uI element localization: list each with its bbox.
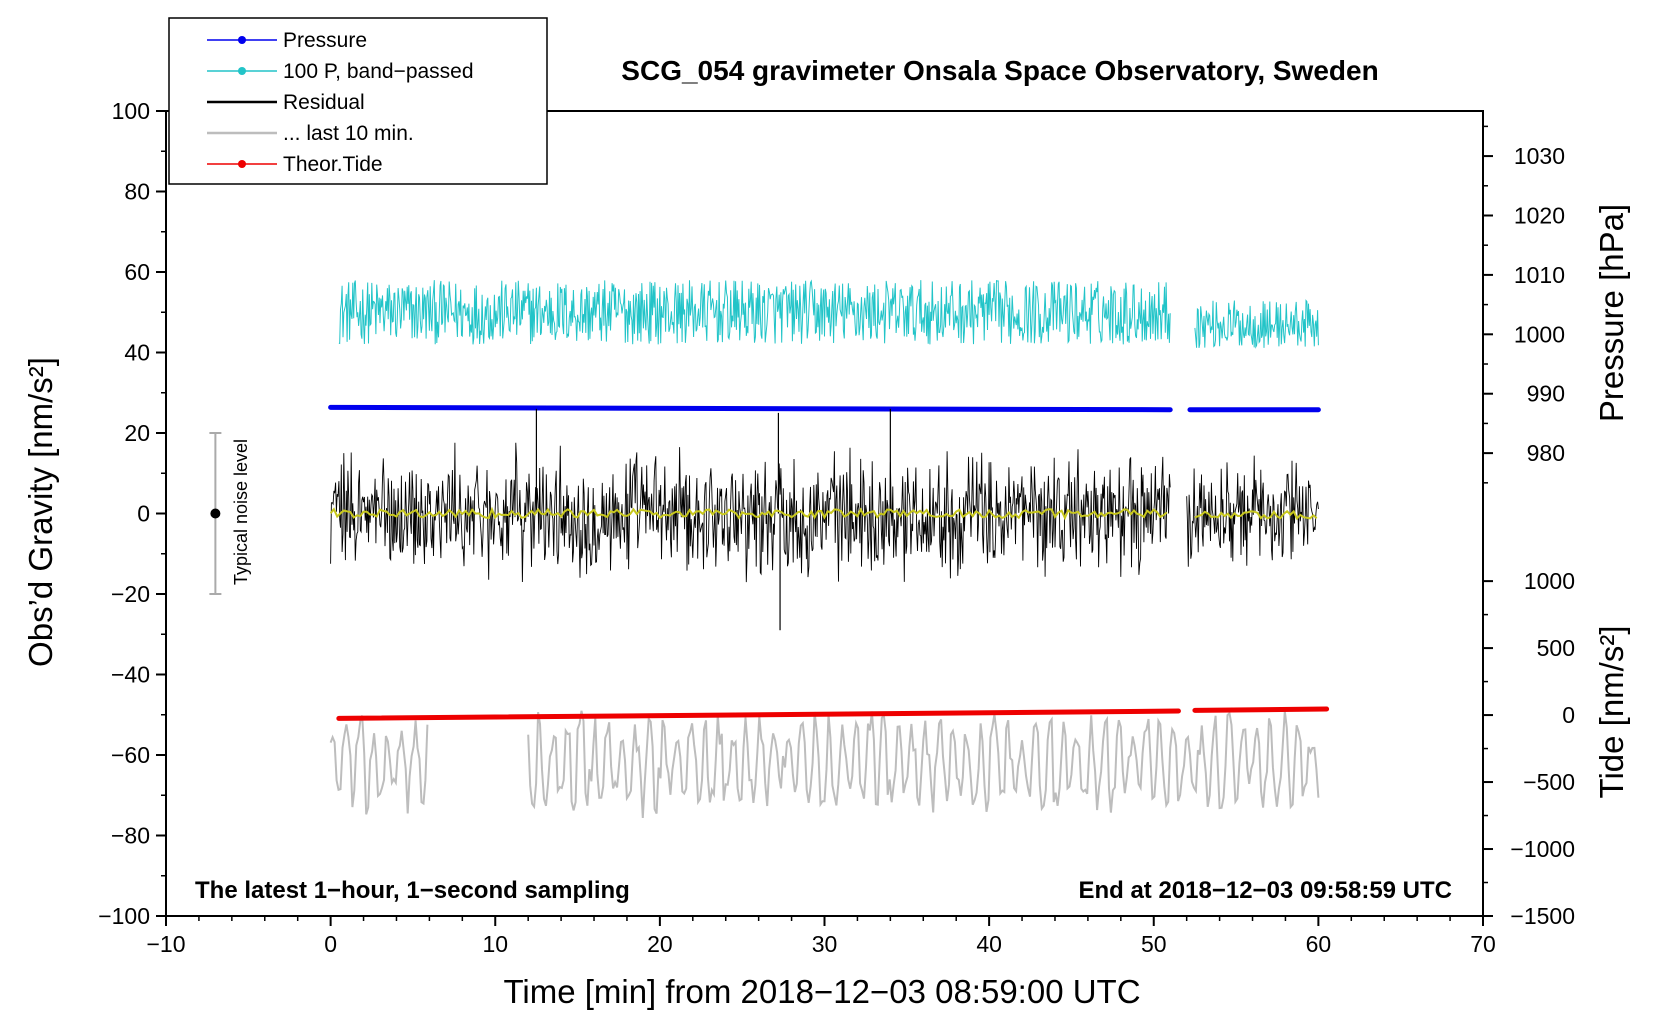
x-tick-label: 0 [324,931,337,957]
y-tick-label: 40 [124,340,150,366]
x-tick-label: 70 [1470,931,1496,957]
pressure-tick-label: 1020 [1514,202,1565,228]
x-tick-label: 10 [482,931,508,957]
y-tick-label: −80 [111,823,150,849]
series-last-10-min [329,715,429,815]
x-tick-label: 60 [1306,931,1332,957]
series-theor-tide [336,708,1181,721]
series-last-10-min [527,710,1320,819]
y-tick-label: 100 [112,98,150,124]
legend-swatch-dot [238,160,246,168]
tide-tick-label: 1000 [1524,568,1575,594]
tide-tick-label: 500 [1537,635,1575,661]
y-tick-label: 80 [124,179,150,205]
series-residual-smoothed [329,506,1168,521]
y-axis-title-pressure: Pressure [hPa] [1593,204,1630,422]
series-residual [330,442,1171,583]
pressure-tick-label: 1000 [1514,321,1565,347]
y-tick-label: 0 [137,501,150,527]
x-tick-label: 50 [1141,931,1167,957]
legend-label: 100 P, band−passed [283,60,474,83]
y-tick-label: 20 [124,420,150,446]
legend-swatch-dot [238,67,246,75]
series-pressure-bandpassed [338,279,1171,345]
pressure-tick-label: 980 [1527,440,1565,466]
series-theor-tide [1192,706,1330,713]
pressure-tick-label: 1010 [1514,262,1565,288]
series-pressure [328,404,1173,413]
noise-level-label: Typical noise level [231,439,251,585]
x-axis-title: Time [min] from 2018−12−03 08:59:00 UTC [503,973,1140,1010]
y-tick-label: −40 [111,662,150,688]
chart-title: SCG_054 gravimeter Onsala Space Observat… [621,55,1378,86]
pressure-tick-label: 1030 [1514,143,1565,169]
footer-left-annotation: The latest 1−hour, 1−second sampling [195,877,630,904]
pressure-tick-label: 990 [1527,381,1565,407]
tide-tick-label: −500 [1523,769,1575,795]
y-tick-label: −100 [98,903,150,929]
legend-swatch-dot [238,36,246,44]
x-tick-label: 20 [647,931,673,957]
y-tick-label: 60 [124,259,150,285]
legend-label: Residual [283,91,365,114]
series-pressure-bandpassed [1194,299,1319,349]
y-axis-title-tide: Tide [nm/s²] [1593,626,1630,799]
tide-tick-label: −1000 [1510,836,1575,862]
series-residual-smoothed [1194,509,1318,521]
legend-box [168,17,548,185]
y-axis-title-left: Obs’d Gravity [nm/s²] [22,357,59,667]
noise-bar-center-dot [210,508,221,519]
legend-label: ... last 10 min. [283,122,414,145]
x-tick-label: 30 [812,931,838,957]
legend-label: Pressure [283,29,367,52]
y-tick-label: −20 [111,581,150,607]
legend-label: Theor.Tide [283,153,383,176]
x-tick-label: 40 [976,931,1002,957]
footer-right-annotation: End at 2018−12−03 09:58:59 UTC [1078,877,1452,904]
tide-tick-label: 0 [1562,702,1575,728]
x-tick-label: −10 [146,931,185,957]
tide-tick-label: −1500 [1510,903,1575,929]
series-residual [1186,455,1319,567]
y-tick-label: −60 [111,742,150,768]
